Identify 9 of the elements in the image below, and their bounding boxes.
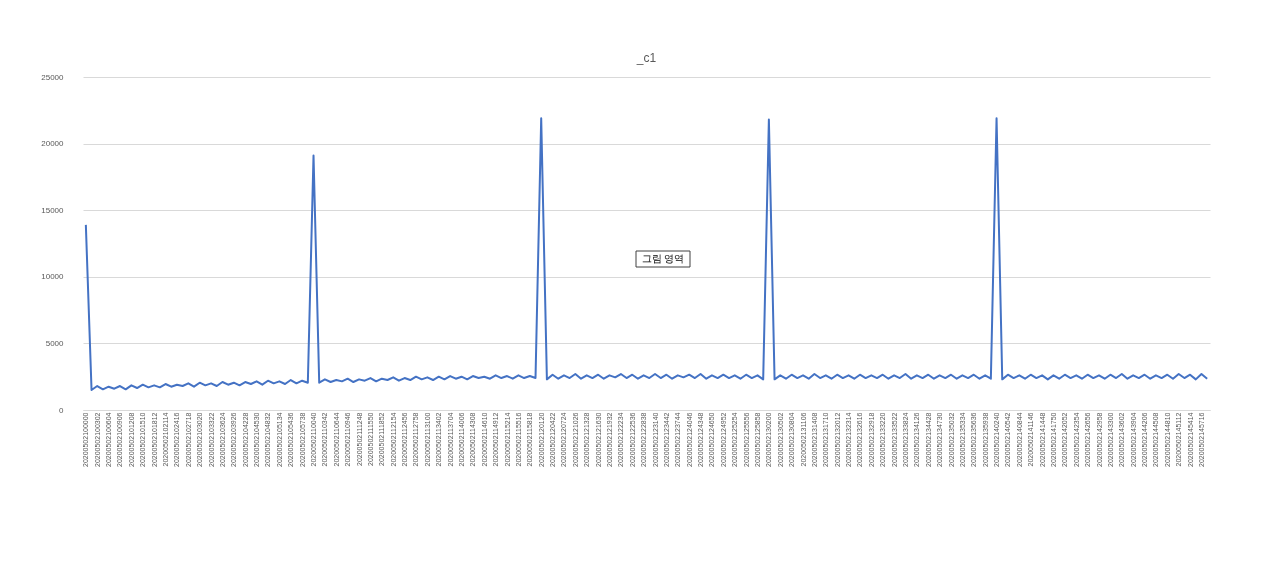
line-series [84,117,1209,392]
y-tick-label: 20000 [41,139,65,149]
y-tick-label: 25000 [41,72,65,82]
y-tick-label: 0 [59,405,65,415]
y-tick-label: 10000 [41,272,65,282]
chart-title: _c1 [635,51,657,65]
y-tick-label: 5000 [45,338,65,348]
annotation: 그림 영역 [641,253,685,264]
y-tick-label: 15000 [41,205,65,215]
